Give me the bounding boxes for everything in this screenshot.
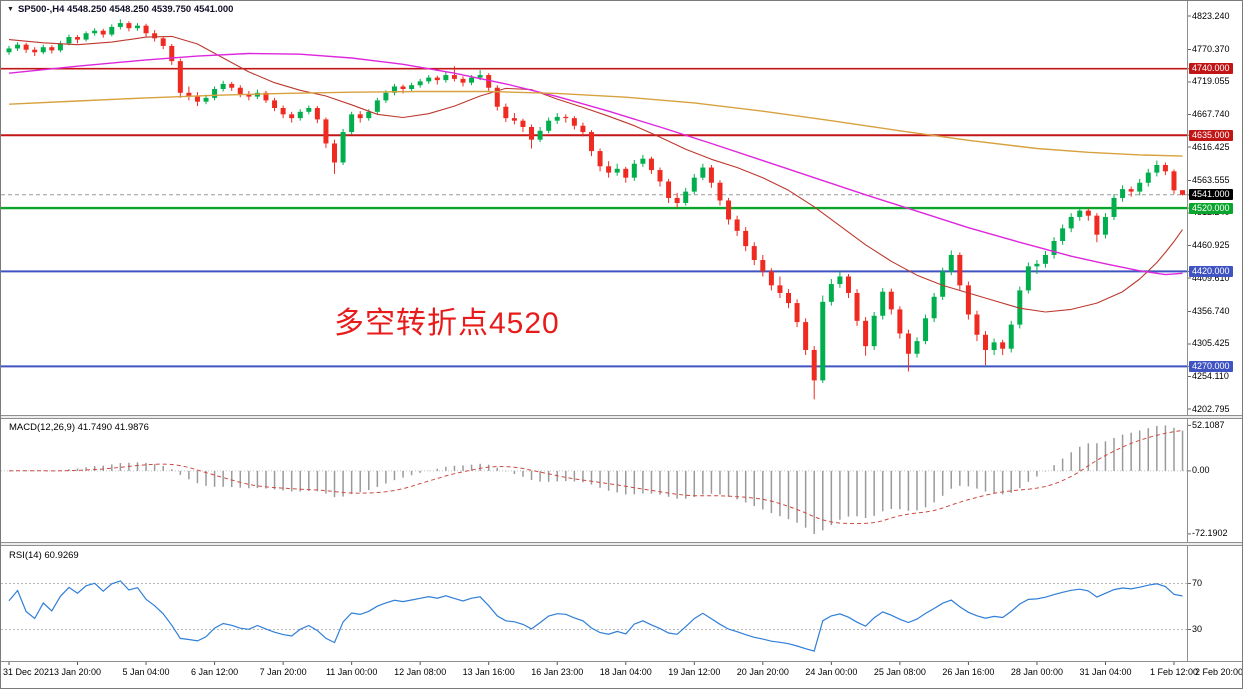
time-tick-label: 1 Feb 12:00	[1149, 667, 1199, 677]
time-tick-label: 24 Jan 00:00	[805, 667, 858, 677]
price-axis[interactable]: 4823.240 4770.370 4719.055 4667.740 4616.425…	[1188, 1, 1242, 661]
price-tick-label: 4356.740	[1192, 305, 1230, 316]
symbol-ohlc-text: SP500-,H4 4548.250 4548.250 4539.750 454…	[17, 4, 234, 15]
time-tick-label: 11 Jan 00:00	[325, 667, 378, 677]
rsi-indicator-label: RSI(14) 60.9269	[9, 550, 79, 561]
time-tick-label: 31 Dec 2021	[3, 667, 55, 677]
price-tick-label: 4305.425	[1192, 338, 1230, 349]
price-tick-label: 4667.740	[1192, 108, 1230, 119]
time-tick-label: 13 Jan 16:00	[462, 667, 515, 677]
time-tick-label: 6 Jan 12:00	[191, 667, 239, 677]
level-price-label: 4635.000	[1189, 129, 1233, 141]
level-price-label: 4420.000	[1189, 265, 1233, 277]
time-tick-label: 28 Jan 00:00	[1010, 667, 1063, 677]
price-tick-label: 4719.055	[1192, 76, 1230, 87]
price-tick-label: 4616.425	[1192, 141, 1230, 152]
price-tick-label: 4770.370	[1192, 43, 1230, 54]
time-tick-label: 18 Jan 04:00	[599, 667, 652, 677]
time-tick-label: 16 Jan 23:00	[531, 667, 584, 677]
time-tick-label: 31 Jan 04:00	[1079, 667, 1132, 677]
time-tick-label: 20 Jan 20:00	[736, 667, 789, 677]
time-tick-label: 7 Jan 20:00	[259, 667, 307, 677]
macd-tick-label: 0.00	[1192, 465, 1210, 476]
time-tick-label: 19 Jan 12:00	[668, 667, 721, 677]
price-axis-border	[1187, 1, 1188, 661]
time-tick-label: 2 Feb 20:00	[1194, 667, 1243, 677]
time-tick-label: 12 Jan 08:00	[394, 667, 447, 677]
macd-indicator-label: MACD(12,26,9) 41.7490 41.9876	[9, 422, 149, 433]
level-price-label: 4740.000	[1189, 63, 1233, 75]
time-tick-label: 3 Jan 20:00	[53, 667, 102, 677]
macd-tick-label: -72.1902	[1192, 528, 1228, 539]
current-price-label: 4541.000	[1189, 189, 1233, 201]
price-tick-label: 4254.110	[1192, 370, 1229, 381]
price-tick-label: 4202.795	[1192, 403, 1230, 414]
time-axis-border	[1, 661, 1242, 662]
chevron-down-icon[interactable]: ▼	[7, 5, 14, 13]
price-tick-label: 4563.555	[1192, 174, 1230, 185]
annotation-text: 多空转折点4520	[334, 307, 560, 340]
price-tick-label: 4823.240	[1192, 10, 1230, 21]
time-axis[interactable]: 31 Dec 2021 3 Jan 20:00 5 Jan 04:00 6 Jan 1…	[1, 665, 1243, 688]
time-tick-label: 25 Jan 08:00	[873, 667, 926, 677]
time-tick-label: 26 Jan 16:00	[942, 667, 995, 677]
macd-tick-label: 52.1087	[1192, 419, 1225, 430]
time-tick-label: 5 Jan 04:00	[122, 667, 170, 677]
symbol-info: ▼ SP500-,H4 4548.250 4548.250 4539.750 4…	[7, 4, 233, 15]
level-price-label: 4520.000	[1189, 202, 1233, 214]
price-tick-label: 4409.610	[1192, 272, 1230, 283]
level-price-label: 4270.000	[1189, 360, 1233, 372]
panel-separator-rsi[interactable]	[1, 542, 1242, 546]
panel-separator-macd[interactable]	[1, 415, 1242, 419]
price-tick-label: 4460.925	[1192, 239, 1230, 250]
rsi-tick-label: 30	[1192, 624, 1203, 634]
rsi-tick-label: 70	[1192, 578, 1203, 588]
